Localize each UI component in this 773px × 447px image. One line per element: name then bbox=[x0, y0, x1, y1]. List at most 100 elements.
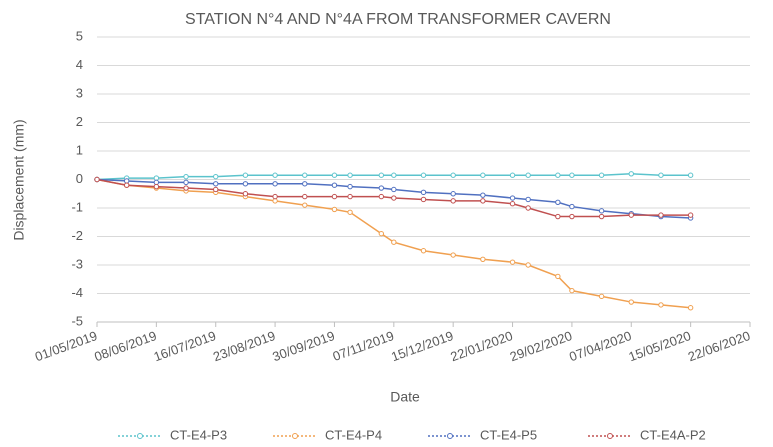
series-marker bbox=[525, 205, 531, 211]
series-marker bbox=[525, 172, 531, 178]
series-marker bbox=[242, 181, 249, 187]
series-marker bbox=[598, 208, 605, 214]
series-marker bbox=[272, 172, 278, 178]
series-marker bbox=[183, 185, 189, 191]
series-marker bbox=[555, 213, 561, 220]
series-marker bbox=[153, 183, 160, 190]
legend-label: CT-E4-P3 bbox=[170, 427, 227, 442]
x-tick-label: 29/02/2020 bbox=[508, 328, 574, 364]
series-marker bbox=[450, 191, 456, 197]
series-marker bbox=[480, 172, 486, 178]
series-marker bbox=[480, 198, 486, 204]
series-marker bbox=[555, 273, 561, 280]
series-marker bbox=[569, 213, 575, 220]
series-marker bbox=[347, 183, 353, 190]
y-tick-label: -3 bbox=[71, 256, 83, 271]
series-marker bbox=[658, 172, 664, 178]
y-tick-label: 3 bbox=[76, 85, 83, 100]
series-marker bbox=[347, 172, 353, 178]
series-marker bbox=[509, 195, 516, 201]
series-marker bbox=[347, 209, 353, 215]
series-marker bbox=[183, 179, 189, 186]
series-marker bbox=[569, 172, 575, 178]
series-marker bbox=[480, 256, 486, 262]
series-marker bbox=[272, 193, 278, 200]
series-marker bbox=[242, 172, 249, 178]
y-tick-label: 4 bbox=[76, 57, 83, 72]
y-tick-label: -1 bbox=[71, 199, 83, 214]
series-marker bbox=[391, 239, 397, 245]
series-marker bbox=[123, 182, 130, 188]
series-marker bbox=[331, 193, 338, 200]
series-marker bbox=[658, 302, 664, 308]
legend-label: CT-E4-P4 bbox=[325, 427, 382, 442]
series-marker bbox=[213, 173, 219, 180]
x-tick-label: 23/08/2019 bbox=[211, 328, 277, 364]
series-marker bbox=[569, 287, 575, 294]
legend-marker bbox=[292, 433, 298, 439]
series-marker bbox=[302, 172, 308, 178]
series-marker bbox=[213, 186, 219, 193]
series-marker bbox=[420, 196, 427, 203]
series-marker bbox=[450, 172, 456, 178]
y-tick-label: -2 bbox=[71, 228, 83, 243]
x-tick-label: 22/01/2020 bbox=[448, 328, 514, 364]
series-marker bbox=[391, 172, 397, 178]
series-marker bbox=[450, 198, 456, 204]
y-tick-label: 1 bbox=[76, 142, 83, 157]
series-marker bbox=[242, 191, 249, 197]
series-marker bbox=[272, 181, 278, 187]
y-tick-label: 5 bbox=[76, 28, 83, 43]
series-marker bbox=[302, 202, 308, 208]
x-tick-label: 15/05/2020 bbox=[627, 328, 693, 364]
series-marker bbox=[123, 178, 130, 184]
y-tick-label: 2 bbox=[76, 114, 83, 129]
series-marker bbox=[598, 213, 605, 220]
series-marker bbox=[272, 198, 278, 204]
y-tick-label: -5 bbox=[71, 313, 83, 328]
x-tick-label: 30/09/2019 bbox=[270, 328, 336, 364]
series-marker bbox=[420, 189, 427, 196]
series-marker bbox=[450, 252, 456, 258]
y-tick-label: 0 bbox=[76, 171, 83, 186]
series-marker bbox=[628, 212, 634, 218]
series-marker bbox=[509, 259, 516, 265]
series-marker bbox=[378, 193, 385, 200]
series-marker bbox=[153, 179, 160, 186]
series-marker bbox=[628, 299, 634, 305]
x-tick-label: 07/11/2019 bbox=[331, 328, 396, 364]
legend-marker bbox=[607, 433, 613, 439]
series-marker bbox=[378, 185, 385, 191]
series-marker bbox=[94, 176, 100, 183]
legend-marker bbox=[447, 433, 453, 439]
x-tick-label: 01/05/2019 bbox=[33, 328, 99, 364]
series-marker bbox=[378, 172, 385, 178]
x-tick-label: 22/06/2020 bbox=[686, 328, 752, 364]
series-marker bbox=[687, 305, 694, 311]
series-marker bbox=[391, 195, 397, 201]
y-axis-label: Displacement (mm) bbox=[11, 119, 27, 240]
x-axis-label: Date bbox=[390, 389, 420, 405]
legend-label: CT-E4A-P2 bbox=[640, 427, 706, 442]
series-marker bbox=[378, 230, 385, 237]
x-tick-label: 16/07/2019 bbox=[152, 328, 218, 364]
series-marker bbox=[598, 293, 605, 300]
series-marker bbox=[509, 201, 516, 207]
series-marker bbox=[509, 172, 516, 178]
series-marker bbox=[331, 182, 338, 188]
legend-marker bbox=[137, 433, 143, 439]
series-marker bbox=[687, 172, 694, 178]
series-marker bbox=[555, 199, 561, 206]
series-marker bbox=[153, 175, 160, 181]
series-marker bbox=[331, 206, 338, 213]
series-marker bbox=[525, 262, 531, 268]
series-marker bbox=[598, 172, 605, 178]
x-tick-label: 08/06/2019 bbox=[92, 328, 158, 364]
series-marker bbox=[347, 193, 353, 200]
series-marker bbox=[391, 186, 397, 193]
series-marker bbox=[183, 173, 189, 180]
series-marker bbox=[331, 172, 338, 178]
y-tick-label: -4 bbox=[71, 285, 83, 300]
